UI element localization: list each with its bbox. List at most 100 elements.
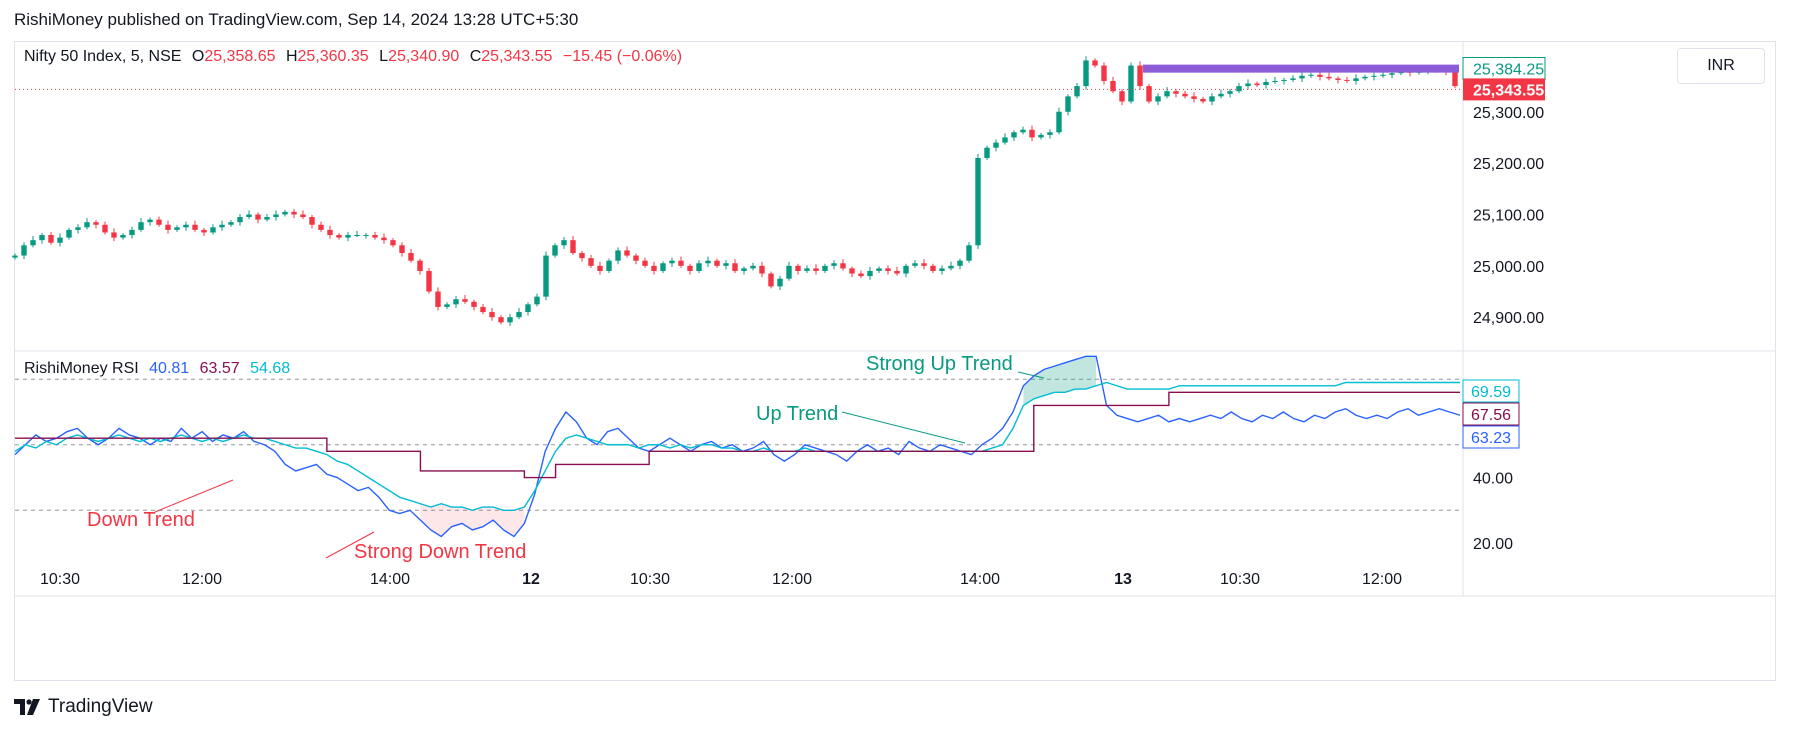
chart-canvas[interactable]: 24,900.00 25,000.00 25,100.00 25,200.00 25,3…: [0, 0, 1793, 690]
low-label: L: [379, 48, 389, 65]
annotation-arrow-strong-up: [1017, 371, 1045, 379]
candle-body: [228, 222, 234, 225]
tradingview-brand[interactable]: TradingView: [14, 696, 153, 718]
candle-body: [1110, 80, 1116, 92]
candle: [552, 243, 558, 258]
candle: [1191, 92, 1197, 103]
candle: [1335, 76, 1341, 84]
candle: [1344, 76, 1350, 84]
candle: [1056, 107, 1062, 135]
rsi-name[interactable]: RishiMoney RSI: [24, 360, 139, 377]
candle-body: [39, 235, 45, 241]
rsi-value-3: 54.68: [250, 360, 291, 377]
candle: [489, 307, 495, 321]
candle-body: [651, 265, 657, 271]
price-axis-tick: 24,900.00: [1473, 310, 1544, 327]
candle: [678, 256, 684, 268]
candle-body: [48, 235, 54, 243]
rsi-axis-tick: 40.00: [1473, 471, 1513, 488]
candle-body: [1227, 91, 1233, 94]
candle-body: [174, 227, 180, 230]
chart-frame: [14, 41, 1776, 681]
candle-body: [813, 268, 819, 271]
candle: [966, 242, 972, 263]
candle-body: [840, 263, 846, 269]
candle-body: [516, 312, 522, 318]
candle: [750, 262, 756, 271]
low-value: 25,340.90: [388, 48, 460, 65]
candle: [354, 230, 360, 238]
candle-body: [876, 268, 882, 271]
time-axis-tick: 12:00: [1362, 571, 1402, 588]
candle: [30, 236, 36, 248]
candle: [516, 307, 522, 320]
candle: [570, 236, 576, 256]
candle: [1209, 93, 1215, 106]
candle-body: [660, 263, 666, 271]
annotation-up-trend: Up Trend: [756, 403, 838, 425]
annotation-arrow-strong-down: [325, 531, 375, 559]
candle: [462, 295, 468, 304]
rsi-value-label: 63.23: [1471, 430, 1511, 447]
candle-body: [1236, 86, 1242, 92]
candle: [111, 228, 117, 242]
candle-body: [1056, 111, 1062, 133]
candle: [975, 153, 981, 249]
candle-body: [1218, 93, 1224, 97]
candle-body: [831, 263, 837, 266]
candle-body: [1191, 96, 1197, 99]
annotation-strong-up-trend: Strong Up Trend: [866, 353, 1013, 375]
candle: [291, 208, 297, 219]
candle-body: [192, 224, 198, 230]
candle-body: [1362, 76, 1368, 79]
currency-button[interactable]: INR: [1677, 48, 1765, 84]
candle: [1272, 76, 1278, 85]
candle-body: [552, 245, 558, 256]
candle-body: [237, 217, 243, 223]
candle: [237, 213, 243, 226]
candle-body: [282, 211, 288, 215]
symbol-name[interactable]: Nifty 50 Index, 5, NSE: [24, 48, 182, 65]
rsi-value-label-bg: [1462, 402, 1520, 426]
close-label: C: [469, 48, 482, 65]
candle-body: [93, 222, 99, 225]
candle: [390, 238, 396, 248]
candle-body: [633, 255, 639, 261]
candle: [939, 265, 945, 275]
candle: [921, 259, 927, 270]
candle-body: [1344, 79, 1350, 81]
candle: [183, 221, 189, 231]
candle: [417, 258, 423, 275]
candle-body: [1101, 65, 1107, 81]
candle: [1101, 62, 1107, 85]
rsi-value-label-bg: [1462, 425, 1520, 449]
candle: [831, 260, 837, 270]
candle: [561, 237, 567, 249]
candle: [1263, 78, 1269, 89]
candle-body: [417, 260, 423, 271]
price-axis-tick: 25,200.00: [1473, 156, 1544, 173]
publisher-line: RishiMoney published on TradingView.com,…: [14, 10, 579, 29]
candle: [201, 227, 207, 237]
annotation-down-trend: Down Trend: [87, 509, 195, 531]
candle-body: [993, 142, 999, 148]
candle: [507, 314, 513, 326]
resistance-line: [1143, 64, 1459, 73]
candle-body: [12, 255, 18, 258]
candle: [1065, 94, 1071, 116]
time-axis-tick: 10:30: [40, 571, 80, 588]
candle: [903, 263, 909, 278]
candle: [471, 299, 477, 311]
candle-body: [867, 270, 873, 277]
candle: [885, 265, 891, 275]
candle-body: [498, 317, 504, 323]
rsi-line-maroon: [15, 391, 1460, 479]
candle: [1146, 84, 1152, 104]
candle-body: [345, 235, 351, 238]
candle-body: [372, 235, 378, 238]
candle-body: [1209, 96, 1215, 102]
candle: [1254, 81, 1260, 88]
candle: [1227, 89, 1233, 98]
time-axis-tick: 13: [1114, 571, 1132, 588]
candle: [867, 266, 873, 280]
